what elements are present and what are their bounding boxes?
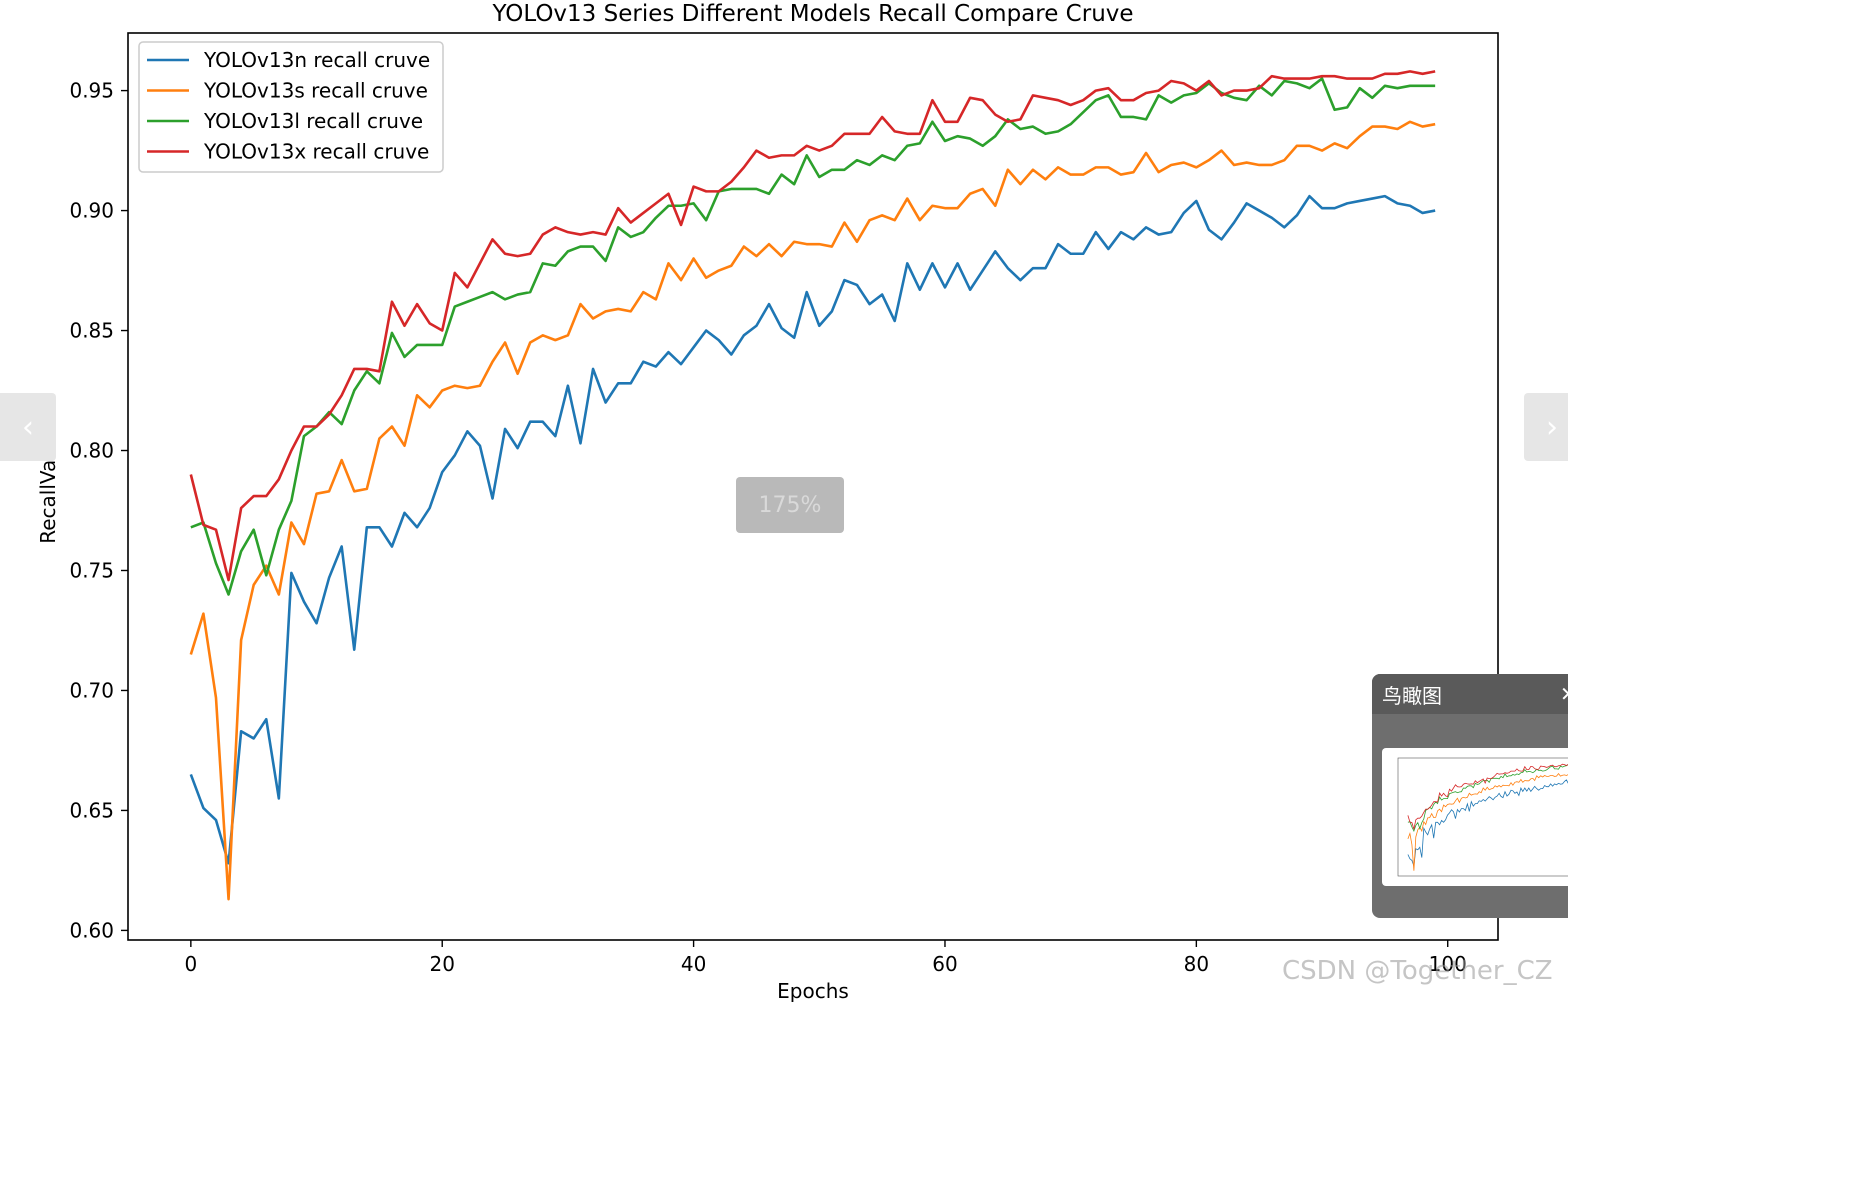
x-tick-label: 40 bbox=[681, 952, 706, 976]
chevron-right-icon: › bbox=[1546, 409, 1558, 445]
y-tick-label: 0.95 bbox=[69, 79, 114, 103]
watermark: CSDN @Together_CZ bbox=[1282, 956, 1553, 986]
birdview-panel[interactable]: 鸟瞰图 ✕ bbox=[1372, 674, 1568, 918]
zoom-level-indicator: 175% bbox=[736, 477, 844, 533]
thumb-series-3 bbox=[1407, 763, 1568, 830]
birdview-thumbnail[interactable] bbox=[1382, 748, 1568, 886]
y-tick-label: 0.60 bbox=[69, 918, 114, 942]
series-line-3 bbox=[189, 70, 1436, 582]
x-tick-label: 60 bbox=[932, 952, 957, 976]
birdview-thumbnail-chart bbox=[1397, 757, 1568, 877]
chevron-left-icon: ‹ bbox=[22, 409, 34, 445]
y-tick-label: 0.65 bbox=[69, 798, 114, 822]
series-line-2 bbox=[190, 77, 1436, 596]
series-line-0 bbox=[189, 194, 1436, 865]
plot-frame bbox=[127, 32, 1499, 941]
x-tick-label: 0 bbox=[184, 952, 197, 976]
series-line-1 bbox=[189, 120, 1436, 901]
chart-title: YOLOv13 Series Different Models Recall C… bbox=[491, 1, 1133, 27]
x-tick-label: 100 bbox=[1429, 952, 1467, 976]
next-image-button[interactable]: › bbox=[1524, 393, 1568, 461]
legend-label-3: YOLOv13x recall cruve bbox=[203, 140, 429, 164]
close-icon[interactable]: ✕ bbox=[1560, 682, 1568, 706]
birdview-header: 鸟瞰图 ✕ bbox=[1372, 674, 1568, 714]
recall-line-chart: YOLOv13 Series Different Models Recall C… bbox=[36, 1, 1499, 1002]
y-tick-label: 0.75 bbox=[69, 558, 114, 582]
x-axis-label: Epochs bbox=[777, 979, 849, 1002]
legend-label-1: YOLOv13s recall cruve bbox=[203, 79, 428, 103]
legend-label-2: YOLOv13l recall cruve bbox=[203, 109, 423, 133]
y-tick-label: 0.90 bbox=[69, 199, 114, 223]
x-tick-label: 80 bbox=[1184, 952, 1209, 976]
thumb-frame bbox=[1397, 757, 1568, 877]
legend-label-0: YOLOv13n recall cruve bbox=[203, 48, 430, 72]
zoom-level-label: 175% bbox=[758, 492, 822, 518]
y-tick-label: 0.70 bbox=[69, 678, 114, 702]
thumb-series-1 bbox=[1407, 772, 1568, 871]
y-tick-label: 0.80 bbox=[69, 439, 114, 463]
y-tick-label: 0.85 bbox=[69, 319, 114, 343]
birdview-title: 鸟瞰图 bbox=[1382, 683, 1442, 708]
thumb-series-0 bbox=[1407, 779, 1568, 867]
image-viewer: YOLOv13 Series Different Models Recall C… bbox=[0, 0, 1568, 1002]
chart-legend: YOLOv13n recall cruve YOLOv13s recall cru… bbox=[138, 41, 444, 173]
previous-image-button[interactable]: ‹ bbox=[0, 393, 56, 461]
legend-box bbox=[138, 41, 444, 173]
thumb-series-2 bbox=[1407, 764, 1568, 833]
x-tick-label: 20 bbox=[429, 952, 454, 976]
